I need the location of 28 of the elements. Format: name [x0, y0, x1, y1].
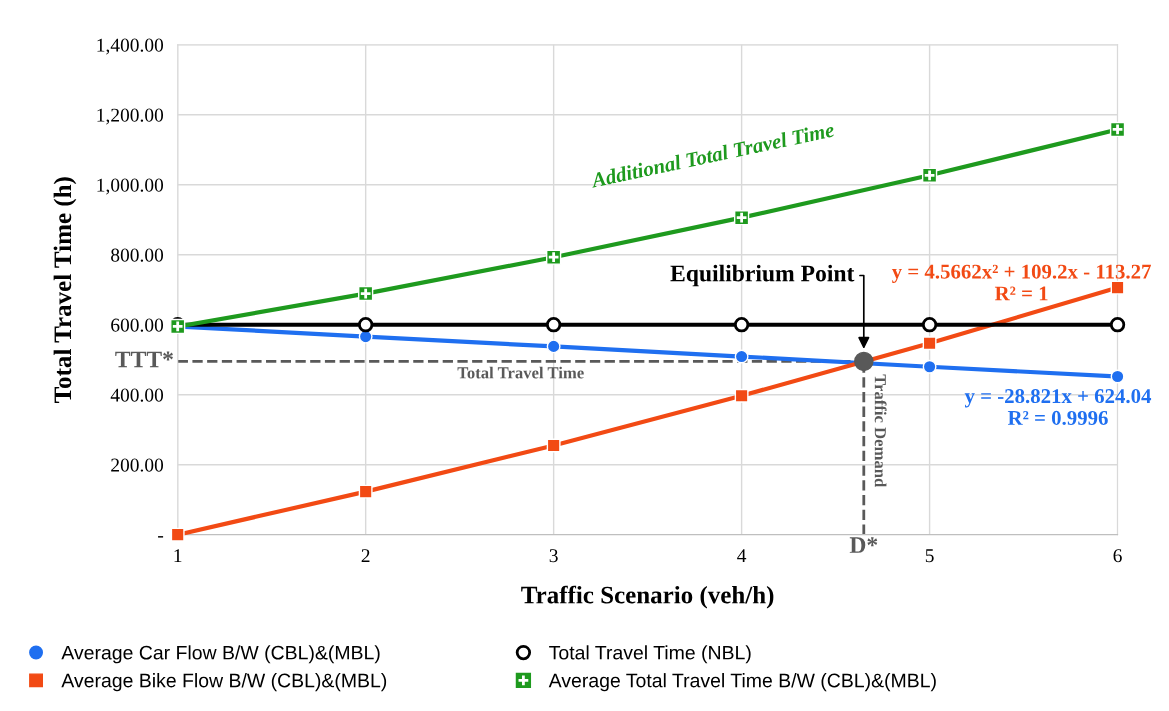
legend-label: Total Travel Time (NBL): [549, 645, 751, 664]
x-tick-label: 2: [361, 549, 370, 563]
y-tick-label: 800.00: [111, 248, 164, 262]
y-tick-label: 600.00: [111, 318, 164, 332]
annotation: y = 4.5662x² + 109.2x - 113.27 R² = 1: [891, 264, 1151, 301]
x-tick-label: 6: [1113, 549, 1122, 563]
annotation: D*: [849, 537, 878, 553]
x-axis-title: Traffic Scenario (veh/h): [521, 585, 774, 609]
x-tick-label: 4: [737, 549, 747, 563]
annotation: TTT*: [115, 351, 173, 368]
x-tick-label: 5: [925, 549, 934, 563]
y-tick-label: 400.00: [110, 388, 164, 402]
x-tick-label: 1: [174, 549, 182, 563]
legend-label: Average Car Flow B/W (CBL)&(MBL): [61, 645, 380, 664]
annotation: Equilibrium Point: [670, 264, 855, 287]
y-tick-label: 1,000.00: [97, 178, 164, 195]
y-axis-title: Total Travel Time (h): [53, 177, 77, 403]
legend-label: Average Total Travel Time B/W (CBL)&(MBL): [548, 673, 936, 692]
y-tick-label: 1,400.00: [97, 38, 164, 55]
ref-line-label: Total Travel Time: [457, 366, 584, 379]
annotation: y = -28.821x + 624.04 R² = 0.9996: [964, 389, 1152, 426]
y-tick-label: 200.00: [111, 458, 164, 472]
ref-line-label: Traffic Demand: [874, 374, 887, 488]
y-tick-label: -: [158, 536, 164, 538]
legend-label: Average Bike Flow B/W (CBL)&(MBL): [61, 673, 387, 692]
x-tick-label: 3: [549, 549, 558, 563]
annotation: Additional Total Travel Time: [589, 122, 835, 188]
y-tick-label: 1,200.00: [97, 108, 164, 125]
